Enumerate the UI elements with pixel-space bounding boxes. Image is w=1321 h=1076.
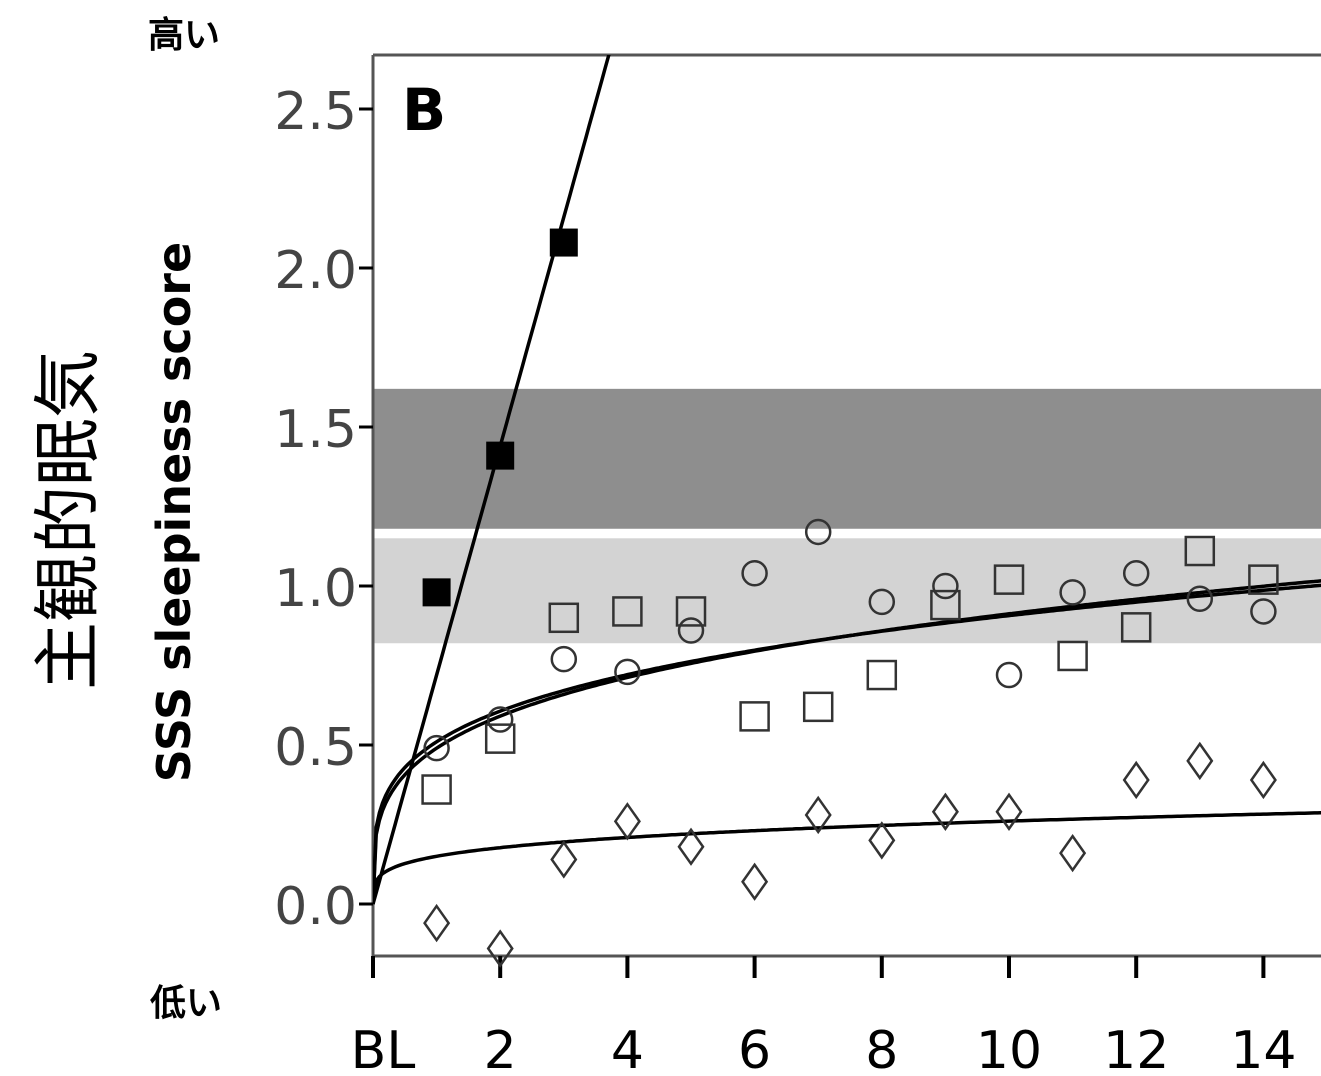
- x-tick-label-7: 14: [1230, 1021, 1296, 1076]
- band-2: [373, 538, 1321, 644]
- series-4-point-8: [868, 821, 896, 860]
- fit-curve-3: [373, 579, 1321, 905]
- series-3-point-4: [612, 596, 643, 627]
- series-2-point-1: [423, 734, 450, 762]
- series-2-point-2: [486, 706, 514, 733]
- series-3-point-14: [1248, 564, 1279, 595]
- series-3-point-13: [1184, 535, 1216, 567]
- y-tick-label-1: 0.5: [274, 718, 357, 778]
- series-3-point-11: [1057, 640, 1088, 672]
- series-2-point-11: [1059, 579, 1086, 606]
- series-2-point-6: [741, 560, 768, 587]
- series-4-point-12: [1122, 760, 1150, 800]
- series-3-point-3: [548, 602, 580, 634]
- series-1-point-3: [549, 228, 578, 257]
- series-3-point-10: [993, 564, 1025, 595]
- series-4-point-9: [931, 792, 959, 831]
- panel-label: B: [402, 76, 446, 144]
- fit-curve-4: [373, 811, 1321, 905]
- series-3-point-12: [1120, 612, 1152, 643]
- series-2-point-7: [804, 518, 832, 546]
- series-2-point-13: [1186, 585, 1214, 612]
- series-4-point-14: [1249, 760, 1277, 800]
- series-3-point-7: [802, 691, 834, 723]
- jp-y-axis-label: 主観的眠気: [29, 349, 109, 691]
- tick-labels: 0.0 0.5 1.0 1.5 2.0 2.5 BL 2 4 6 8 10 12 14: [274, 82, 1296, 1076]
- y-tick-label-5: 2.5: [274, 82, 357, 142]
- high-annotation: 高い: [148, 15, 221, 56]
- x-tick-label-4: 8: [865, 1021, 898, 1076]
- series-4-point-1: [423, 903, 451, 943]
- x-tick-label-1: 2: [484, 1021, 517, 1076]
- series-2-point-8: [868, 588, 896, 616]
- series-4-point-2: [486, 929, 514, 968]
- series-3-point-9: [930, 589, 961, 621]
- series-4-point-11: [1059, 833, 1087, 873]
- y-tick-label-2: 1.0: [274, 559, 357, 619]
- series-3-point-2: [484, 723, 516, 754]
- x-tick-label-5: 10: [976, 1021, 1042, 1076]
- series-4-point-3: [550, 840, 578, 879]
- series-3-point-6: [739, 701, 770, 732]
- y-tick-label-0: 0.0: [274, 877, 357, 937]
- series-4-point-5: [677, 827, 705, 866]
- band-1: [373, 388, 1321, 529]
- fit-curves: [373, 55, 1321, 905]
- data-points: [421, 228, 1279, 968]
- x-tick-label-3: 6: [738, 1021, 771, 1076]
- low-annotation: 低い: [150, 983, 223, 1024]
- series-4-point-6: [741, 862, 769, 901]
- y-tick-label-4: 2.0: [274, 241, 357, 301]
- series-2-point-3: [550, 645, 578, 673]
- y-axis-label: SSS sleepiness score: [147, 242, 201, 782]
- x-tick-label-2: 4: [611, 1021, 644, 1076]
- series-2-point-10: [995, 661, 1023, 689]
- series-2-point-9: [932, 572, 959, 600]
- series-4-point-4: [613, 802, 641, 841]
- series-2-point-4: [614, 658, 641, 686]
- chart-axes: [359, 53, 1321, 978]
- series-1-point-2: [486, 441, 515, 470]
- series-2-point-14: [1250, 598, 1277, 625]
- series-4-point-7: [804, 795, 832, 835]
- reference-bands: [373, 388, 1321, 644]
- series-1-point-1: [422, 578, 451, 607]
- series-3-point-1: [421, 774, 452, 805]
- x-tick-label-0: BL: [351, 1021, 416, 1076]
- jp-ylabel-container: 主観的眠気: [14, 330, 110, 710]
- series-2-point-12: [1122, 560, 1150, 587]
- series-4-point-10: [995, 792, 1023, 831]
- series-3-point-5: [675, 596, 707, 627]
- fit-curve-1: [373, 55, 611, 905]
- x-tick-label-6: 12: [1103, 1021, 1169, 1076]
- series-3-point-8: [866, 659, 898, 691]
- series-2-point-5: [677, 617, 705, 644]
- y-tick-label-3: 1.5: [274, 400, 357, 460]
- series-4-point-13: [1186, 741, 1214, 781]
